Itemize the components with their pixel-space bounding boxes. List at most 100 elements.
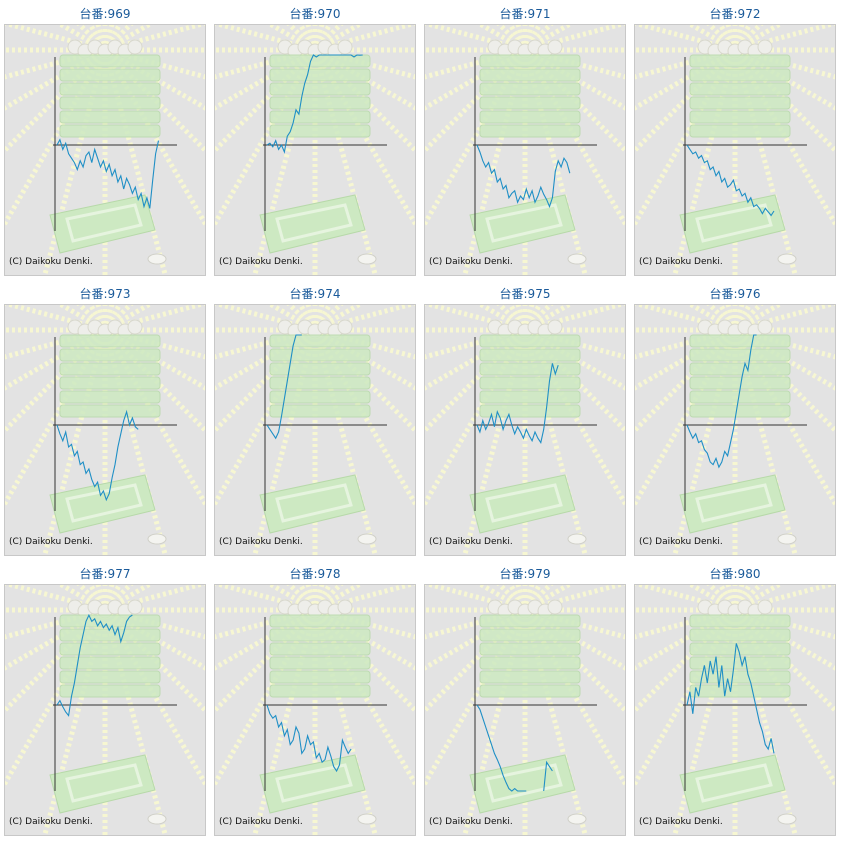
medal-box <box>59 684 161 698</box>
machine-number-link[interactable]: 台番:977 <box>79 567 131 581</box>
series-line <box>266 334 302 440</box>
chart-panel: (C) Daikoku Denki. <box>424 304 626 556</box>
medal-box <box>59 124 161 138</box>
medal-box <box>689 348 791 362</box>
machine-number-link[interactable]: 台番:969 <box>79 7 131 21</box>
medal-box <box>479 348 581 362</box>
medal-tray-inner <box>485 763 563 803</box>
medal-box <box>269 376 371 390</box>
medal-tray <box>259 474 366 534</box>
medal-box <box>59 614 161 628</box>
machine-number-link[interactable]: 台番:974 <box>289 287 341 301</box>
slump-graph <box>635 585 835 835</box>
medal-box <box>689 334 791 348</box>
slump-graph <box>635 25 835 275</box>
machine-chart-cell: 台番:969 (C) Daikoku Denki. <box>4 0 206 276</box>
medal-tray-inner <box>695 763 773 803</box>
machine-number-link[interactable]: 台番:970 <box>289 7 341 21</box>
medal-box <box>59 82 161 96</box>
medal-box <box>269 614 371 628</box>
light-ray <box>425 305 526 333</box>
medal-tray-inner <box>275 763 353 803</box>
chart-panel: (C) Daikoku Denki. <box>634 304 836 556</box>
medal-box <box>59 348 161 362</box>
machine-chart-cell: 台番:972 (C) Daikoku Denki. <box>634 0 836 276</box>
background-illustration <box>635 585 835 835</box>
light-ray <box>734 25 835 53</box>
medal-tray-inner <box>695 483 773 523</box>
medal-box <box>479 82 581 96</box>
medal-tray <box>469 474 576 534</box>
medal-box <box>479 684 581 698</box>
medal-box <box>269 642 371 656</box>
machine-number-link[interactable]: 台番:971 <box>499 7 551 21</box>
light-ray <box>476 305 527 333</box>
light-ray <box>104 305 205 333</box>
series-line <box>56 138 160 209</box>
chart-panel: (C) Daikoku Denki. <box>634 24 836 276</box>
machine-number-link[interactable]: 台番:975 <box>499 287 551 301</box>
coin <box>567 533 587 545</box>
medal-box <box>269 390 371 404</box>
medal-box <box>269 124 371 138</box>
medal <box>337 599 353 615</box>
coin <box>567 813 587 825</box>
copyright-text: (C) Daikoku Denki. <box>219 817 303 827</box>
medal-box <box>479 54 581 68</box>
medal-tray <box>679 754 786 814</box>
machine-number-link[interactable]: 台番:973 <box>79 287 131 301</box>
series-line <box>476 363 559 444</box>
light-ray <box>476 585 527 613</box>
copyright-text: (C) Daikoku Denki. <box>639 817 723 827</box>
chart-panel: (C) Daikoku Denki. <box>634 584 836 836</box>
light-ray <box>5 305 106 333</box>
light-ray <box>103 585 154 613</box>
light-ray <box>425 585 526 613</box>
medal-tray-inner <box>485 203 563 243</box>
machine-number-link[interactable]: 台番:979 <box>499 567 551 581</box>
light-ray <box>266 25 317 53</box>
medal-box <box>689 82 791 96</box>
machine-number-link[interactable]: 台番:980 <box>709 567 761 581</box>
light-ray <box>635 25 736 53</box>
medal-tray-inner <box>485 483 563 523</box>
light-ray <box>733 305 784 333</box>
light-ray <box>314 25 415 53</box>
medal-tray-inner <box>275 483 353 523</box>
light-ray <box>103 25 154 53</box>
copyright-text: (C) Daikoku Denki. <box>219 257 303 267</box>
series-line <box>266 704 352 773</box>
light-ray <box>686 305 737 333</box>
background-illustration <box>425 305 625 555</box>
background-illustration <box>5 25 205 275</box>
copyright-text: (C) Daikoku Denki. <box>219 537 303 547</box>
light-ray <box>734 585 835 613</box>
medal-box <box>59 96 161 110</box>
medal <box>547 319 563 335</box>
light-ray <box>215 25 316 53</box>
slump-graph <box>5 25 205 275</box>
series-line <box>686 334 757 469</box>
medal-tray-inner <box>65 203 143 243</box>
medal <box>127 39 143 55</box>
medal-box <box>479 404 581 418</box>
coin <box>777 253 797 265</box>
copyright-text: (C) Daikoku Denki. <box>9 537 93 547</box>
medal-box <box>269 82 371 96</box>
light-ray <box>104 25 205 53</box>
machine-number-link[interactable]: 台番:976 <box>709 287 761 301</box>
light-ray <box>524 305 625 333</box>
background-illustration <box>635 25 835 275</box>
machine-number-link[interactable]: 台番:972 <box>709 7 761 21</box>
medal-tray <box>679 474 786 534</box>
copyright-text: (C) Daikoku Denki. <box>9 817 93 827</box>
medal <box>337 39 353 55</box>
medal-box <box>689 670 791 684</box>
machine-number-link[interactable]: 台番:978 <box>289 567 341 581</box>
medal-box <box>689 124 791 138</box>
chart-panel: (C) Daikoku Denki. <box>4 584 206 836</box>
background-illustration <box>215 305 415 555</box>
medal <box>127 319 143 335</box>
copyright-text: (C) Daikoku Denki. <box>639 257 723 267</box>
machine-chart-cell: 台番:971 (C) Daikoku Denki. <box>424 0 626 276</box>
